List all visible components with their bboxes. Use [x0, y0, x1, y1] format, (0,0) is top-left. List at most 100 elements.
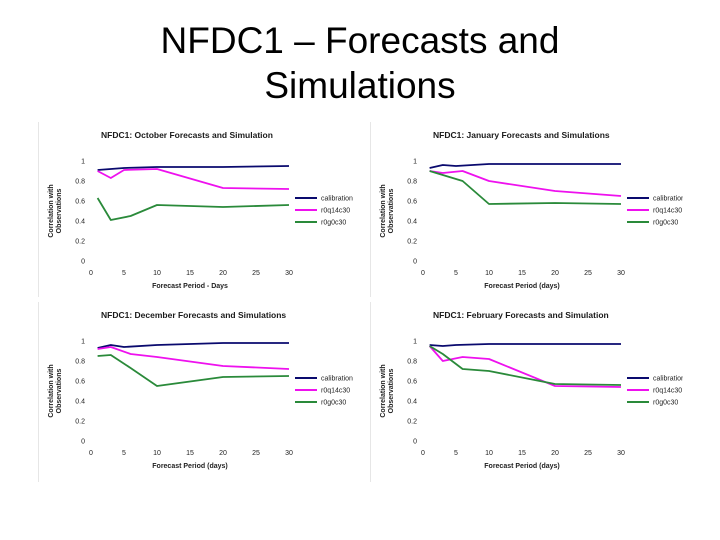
x-axis-label: Forecast Period - Days	[152, 283, 228, 290]
legend-label-calibration: calibration	[653, 376, 683, 383]
y-tick-label: 0.4	[75, 219, 85, 226]
y-axis-label-line-2: Observations	[56, 369, 63, 414]
x-tick-label: 20	[551, 450, 559, 457]
legend-label-r0g0c30: r0g0c30	[653, 220, 678, 227]
x-axis-label: Forecast Period (days)	[484, 283, 559, 290]
x-tick-label: 30	[617, 450, 625, 457]
y-axis-label-line-1: Correlation with	[48, 184, 55, 237]
legend-label-calibration: calibration	[653, 196, 683, 203]
x-tick-label: 30	[285, 270, 293, 277]
y-tick-label: 0	[81, 439, 85, 446]
series-line-r0q14c30	[428, 345, 622, 388]
series-line-calibration	[97, 342, 289, 349]
y-tick-label: 0.4	[75, 399, 85, 406]
x-tick-label: 0	[421, 450, 425, 457]
x-tick-label: 30	[285, 450, 293, 457]
x-tick-label: 25	[584, 450, 592, 457]
y-axis-label-line-1: Correlation with	[380, 364, 387, 417]
x-axis-label: Forecast Period (days)	[152, 463, 227, 470]
legend-label-r0q14c30: r0q14c30	[321, 388, 350, 395]
slide-title-line-2: Simulations	[264, 65, 456, 106]
y-tick-label: 0.8	[407, 359, 417, 366]
x-axis-label: Forecast Period (days)	[484, 463, 559, 470]
series-line-calibration	[97, 165, 290, 171]
x-tick-label: 5	[454, 270, 458, 277]
legend-label-r0g0c30: r0g0c30	[321, 400, 346, 407]
y-tick-label: 0.2	[407, 419, 417, 426]
x-tick-label: 5	[122, 270, 126, 277]
x-tick-label: 5	[454, 450, 458, 457]
y-tick-label: 1	[81, 339, 85, 346]
slide-title: NFDC1 – Forecasts and Simulations	[0, 18, 720, 108]
x-tick-label: 10	[153, 450, 161, 457]
series-line-r0g0c30	[96, 197, 290, 221]
y-tick-label: 1	[81, 159, 85, 166]
series-line-calibration	[429, 343, 621, 347]
y-tick-label: 1	[413, 159, 417, 166]
y-tick-label: 0.6	[407, 379, 417, 386]
x-tick-label: 25	[252, 270, 260, 277]
x-tick-label: 0	[89, 450, 93, 457]
legend-label-calibration: calibration	[321, 196, 353, 203]
x-tick-label: 15	[186, 450, 194, 457]
y-tick-label: 0.2	[75, 239, 85, 246]
legend-label-r0g0c30: r0g0c30	[653, 400, 678, 407]
y-tick-label: 0.8	[75, 359, 85, 366]
x-tick-label: 20	[551, 270, 559, 277]
y-axis-label-line-1: Correlation with	[380, 184, 387, 237]
x-tick-label: 10	[485, 450, 493, 457]
chart-december: NFDC1: December Forecasts and Simulation…	[48, 310, 353, 470]
chart-october: NFDC1: October Forecasts and Simulation 0…	[48, 130, 353, 290]
y-tick-label: 0.2	[407, 239, 417, 246]
series-line-r0q14c30	[429, 170, 622, 197]
y-tick-label: 0	[81, 259, 85, 266]
chart-panel-january: NFDC1: January Forecasts and Simulations…	[370, 122, 683, 297]
chart-title: NFDC1: December Forecasts and Simulation…	[101, 310, 286, 320]
legend-label-r0q14c30: r0q14c30	[653, 388, 682, 395]
chart-panel-december: NFDC1: December Forecasts and Simulation…	[38, 302, 369, 482]
x-tick-label: 15	[186, 270, 194, 277]
legend-label-r0q14c30: r0q14c30	[653, 208, 682, 215]
series-line-r0g0c30	[429, 170, 622, 205]
x-tick-label: 15	[518, 450, 526, 457]
x-tick-label: 25	[584, 270, 592, 277]
y-axis-label-line-1: Correlation with	[48, 364, 55, 417]
y-tick-label: 0.8	[75, 179, 85, 186]
x-tick-label: 15	[518, 270, 526, 277]
legend-label-r0q14c30: r0q14c30	[321, 208, 350, 215]
y-axis-label-line-2: Observations	[56, 189, 63, 234]
y-tick-label: 0.6	[75, 199, 85, 206]
x-tick-label: 25	[252, 450, 260, 457]
y-tick-label: 0	[413, 439, 417, 446]
y-tick-label: 0.4	[407, 399, 417, 406]
x-tick-label: 0	[89, 270, 93, 277]
chart-panel-february: NFDC1: February Forecasts and Simulation…	[370, 302, 683, 482]
chart-january: NFDC1: January Forecasts and Simulations…	[380, 130, 683, 290]
chart-title: NFDC1: January Forecasts and Simulations	[433, 130, 610, 140]
series-line-r0g0c30	[429, 345, 622, 386]
y-tick-label: 0.2	[75, 419, 85, 426]
y-tick-label: 0.6	[75, 379, 85, 386]
x-tick-label: 10	[153, 270, 161, 277]
series-line-r0q14c30	[97, 168, 290, 190]
slide-title-line-1: NFDC1 – Forecasts and	[160, 20, 560, 61]
y-tick-label: 0	[413, 259, 417, 266]
legend-label-r0g0c30: r0g0c30	[321, 220, 346, 227]
x-tick-label: 0	[421, 270, 425, 277]
x-tick-label: 20	[219, 450, 227, 457]
y-axis-label-line-2: Observations	[388, 369, 395, 414]
y-tick-label: 1	[413, 339, 417, 346]
y-tick-label: 0.6	[407, 199, 417, 206]
chart-panel-october: NFDC1: October Forecasts and Simulation 0…	[38, 122, 369, 297]
chart-title: NFDC1: February Forecasts and Simulation	[433, 310, 609, 320]
series-line-r0q14c30	[97, 346, 290, 370]
legend-label-calibration: calibration	[321, 376, 353, 383]
x-tick-label: 20	[219, 270, 227, 277]
chart-february: NFDC1: February Forecasts and Simulation…	[380, 310, 683, 470]
x-tick-label: 5	[122, 450, 126, 457]
y-tick-label: 0.8	[407, 179, 417, 186]
chart-title: NFDC1: October Forecasts and Simulation	[101, 130, 273, 140]
y-axis-label-line-2: Observations	[388, 189, 395, 234]
series-line-calibration	[429, 163, 621, 169]
y-tick-label: 0.4	[407, 219, 417, 226]
